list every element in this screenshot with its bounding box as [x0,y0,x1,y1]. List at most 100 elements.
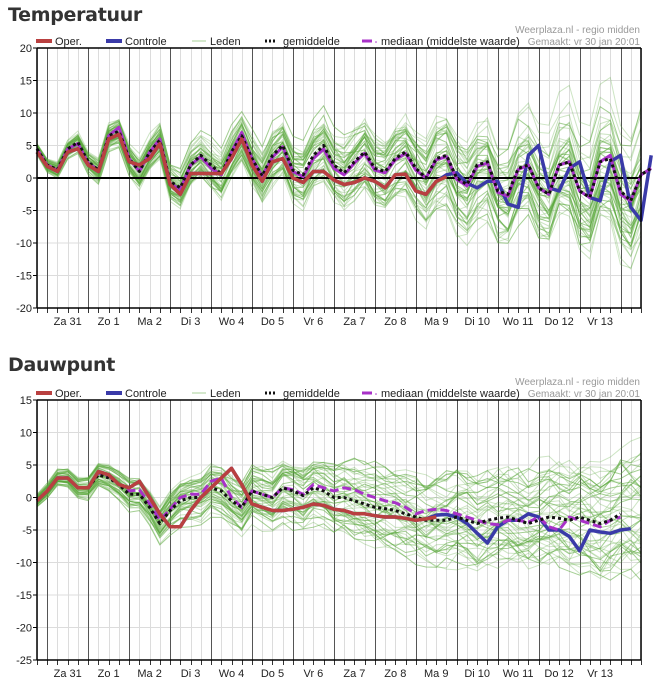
series-gemiddelde [35,473,622,525]
x-day-label: Za 31 [54,316,82,328]
series-gemiddelde [35,129,653,203]
source-label: Weerplaza.nl - regio midden [515,25,640,36]
y-tick-label: 5 [26,141,32,153]
series-leden-member [36,115,642,177]
legend-mediaan-label: mediaan (middelste waarde) [381,388,520,400]
x-day-label: Za 7 [343,316,365,328]
legend-controle-label: Controle [125,36,167,48]
series-oper [35,132,448,197]
x-day-label: Di 3 [181,316,201,328]
series-leden-member [36,145,642,269]
y-tick-label: 10 [20,428,32,440]
series-leden-member [36,142,642,214]
legend-controle-label: Controle [125,388,167,400]
series-leden-member [36,483,642,571]
series-leden-member [36,462,642,521]
series-leden-member [36,118,642,206]
x-day-label: Wo 4 [219,316,244,328]
series-leden-member [36,478,642,543]
y-tick-label: -10 [16,558,32,570]
series-leden-member [36,137,642,251]
legend-mediaan-label: mediaan (middelste waarde) [381,36,520,48]
series-leden-member [36,114,642,197]
x-day-label: Ma 2 [137,668,161,680]
x-day-label: Vr 6 [304,668,324,680]
series-leden-member [36,137,642,239]
x-day-label: Za 7 [343,668,365,680]
x-day-label: Zo 8 [384,668,406,680]
series-leden-member [36,141,642,258]
series-leden-member [36,76,642,175]
legend-gemiddelde-label: gemiddelde [283,36,340,48]
chart-title-dauwpunt: Dauwpunt [8,354,116,376]
legend: Oper. Controle Leden gemiddelde mediaan … [36,36,520,48]
y-tick-label: -25 [16,655,32,667]
x-day-label: Do 12 [544,316,573,328]
series-leden-member [36,478,642,560]
series-leden-member [36,480,642,570]
legend-mediaan-dot [375,41,377,43]
x-day-label: Wo 4 [219,668,244,680]
dewpoint-chart: Oper. Controle Leden gemiddelde mediaan … [16,377,642,680]
legend-gemiddelde-label: gemiddelde [283,388,340,400]
series-leden-member [36,146,642,270]
series-leden-member [36,483,642,580]
y-tick-label: 0 [26,493,32,505]
series-leden-member [36,139,642,248]
series-leden-member [36,482,642,571]
x-day-label: Di 3 [181,668,201,680]
series-leden-member [36,140,642,251]
legend: Oper. Controle Leden gemiddelde mediaan … [36,388,520,400]
series-leden-member [36,468,642,520]
y-tick-label: -15 [16,271,32,283]
legend-leden-label: Leden [210,36,241,48]
series-leden-member [36,480,642,565]
series-leden-member [36,454,642,513]
y-tick-label: -5 [22,206,32,218]
x-day-label: Wo 11 [503,668,534,680]
series-leden-member [36,467,642,521]
series-leden-member [36,135,642,238]
y-tick-label: 20 [20,43,32,55]
series-oper [35,466,437,529]
y-tick-label: 10 [20,108,32,120]
series-mediaan [35,471,621,532]
legend-mediaan-dot [375,393,377,395]
x-day-label: Vr 6 [304,316,324,328]
x-day-label: Do 12 [544,668,573,680]
series-leden-member [36,483,642,563]
series-leden-member [36,129,642,195]
series-leden-member [36,459,642,509]
x-day-label: Ma 9 [424,316,448,328]
y-tick-label: -20 [16,623,32,635]
y-tick-label: -10 [16,238,32,250]
y-tick-label: 5 [26,460,32,472]
x-day-label: Di 10 [464,668,490,680]
series-leden-member [36,484,642,581]
y-tick-label: 15 [20,395,32,407]
series-leden-member [36,142,642,258]
y-tick-label: -5 [22,525,32,537]
x-day-label: Ma 9 [424,668,448,680]
series-leden-member [36,480,642,573]
x-day-label: Wo 11 [503,316,534,328]
y-tick-label: -20 [16,303,32,315]
created-timestamp: Gemaakt: vr 30 jan 20:01 [528,389,641,400]
legend-oper-label: Oper. [55,36,82,48]
series-leden-member [36,457,642,514]
chart-title-temperatuur: Temperatuur [8,4,143,26]
x-day-label: Do 5 [261,668,284,680]
series-leden-member [36,458,642,513]
series-leden-member [36,461,642,517]
x-day-label: Di 10 [464,316,490,328]
x-day-label: Ma 2 [137,316,161,328]
temperature-chart: Oper. Controle Leden gemiddelde mediaan … [16,25,653,328]
x-day-label: Vr 13 [587,668,613,680]
x-day-label: Do 5 [261,316,284,328]
series-leden-member [36,463,642,516]
series-leden-member [36,115,642,181]
legend-oper-label: Oper. [55,388,82,400]
series-leden-member [36,470,642,529]
series-leden-member [36,96,642,171]
x-day-label: Zo 1 [98,668,120,680]
